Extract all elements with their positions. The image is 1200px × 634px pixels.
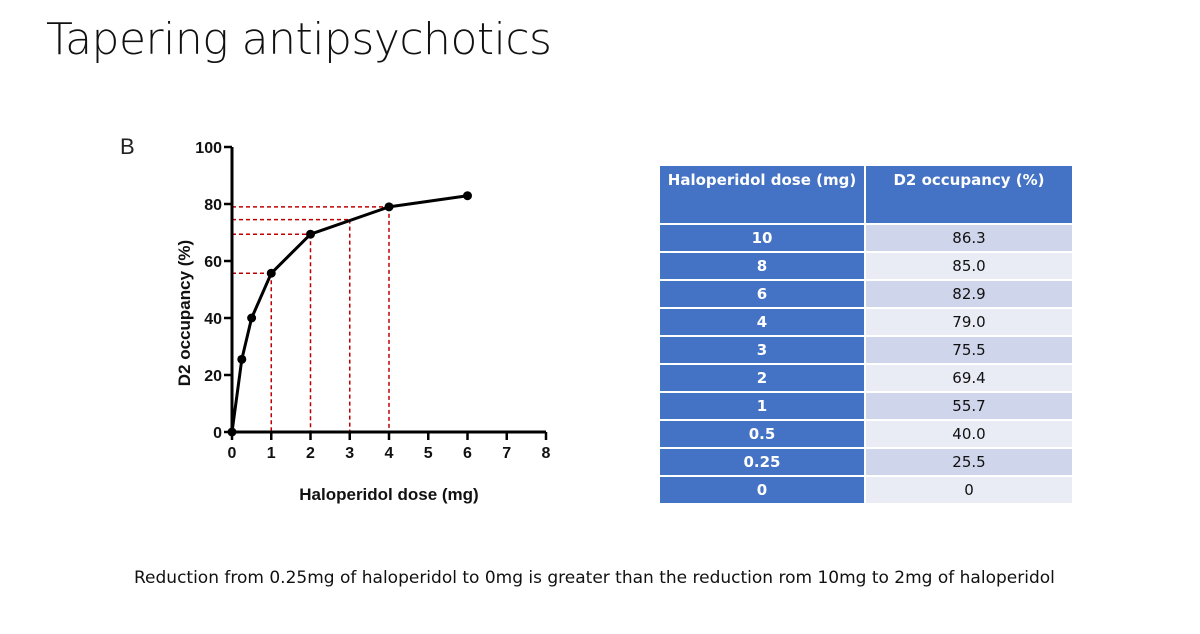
- table-row: 10 86.3: [660, 225, 1072, 251]
- data-point: [463, 191, 472, 201]
- chart-axes: 0 20 40 60 80 100 0 1 2 3 4 5 6 7 8: [195, 140, 550, 462]
- table-row: 4 79.0: [660, 309, 1072, 335]
- dose-cell: 2: [660, 365, 864, 391]
- y-tick-label: 0: [213, 425, 222, 442]
- y-tick-label: 40: [204, 311, 222, 328]
- table-row: 2 69.4: [660, 365, 1072, 391]
- occupancy-cell: 79.0: [866, 309, 1072, 335]
- occupancy-cell: 86.3: [866, 225, 1072, 251]
- table-row: 1 55.7: [660, 393, 1072, 419]
- occupancy-cell: 55.7: [866, 393, 1072, 419]
- y-tick-label: 20: [204, 368, 222, 385]
- data-points: [227, 191, 472, 437]
- y-axis-label: D2 occupancy (%): [175, 240, 194, 386]
- dose-cell: 8: [660, 253, 864, 279]
- slide-title: Tapering antipsychotics: [46, 14, 552, 65]
- header-dose: Haloperidol dose (mg): [660, 166, 864, 223]
- occupancy-cell: 69.4: [866, 365, 1072, 391]
- x-axis-label: Haloperidol dose (mg): [299, 485, 478, 504]
- x-tick-label: 1: [267, 445, 276, 462]
- header-occupancy: D2 occupancy (%): [866, 166, 1072, 223]
- dose-cell: 0.5: [660, 421, 864, 447]
- x-tick-label: 0: [228, 445, 237, 462]
- table-row: 0.25 25.5: [660, 449, 1072, 475]
- dose-cell: 3: [660, 337, 864, 363]
- table-row: 6 82.9: [660, 281, 1072, 307]
- dose-cell: 1: [660, 393, 864, 419]
- occupancy-cell: 75.5: [866, 337, 1072, 363]
- x-tick-label: 8: [542, 445, 551, 462]
- occupancy-table: Haloperidol dose (mg) D2 occupancy (%) 1…: [658, 164, 1074, 505]
- occupancy-cell: 0: [866, 477, 1072, 503]
- y-tick-label: 60: [204, 254, 222, 271]
- data-point: [247, 313, 257, 323]
- occupancy-cell: 40.0: [866, 421, 1072, 447]
- x-tick-label: 5: [424, 445, 433, 462]
- table-header-row: Haloperidol dose (mg) D2 occupancy (%): [660, 166, 1072, 223]
- dose-cell: 10: [660, 225, 864, 251]
- occupancy-cell: 85.0: [866, 253, 1072, 279]
- x-tick-label: 4: [385, 445, 394, 462]
- data-point: [237, 354, 247, 364]
- dose-cell: 6: [660, 281, 864, 307]
- x-tick-label: 3: [345, 445, 354, 462]
- x-tick-label: 2: [306, 445, 315, 462]
- y-tick-label: 100: [195, 140, 222, 157]
- data-point: [384, 202, 394, 212]
- dose-cell: 0: [660, 477, 864, 503]
- dose-cell: 0.25: [660, 449, 864, 475]
- dose-cell: 4: [660, 309, 864, 335]
- data-point: [227, 427, 237, 437]
- occupancy-cell: 82.9: [866, 281, 1072, 307]
- data-point: [266, 268, 276, 278]
- table-row: 3 75.5: [660, 337, 1072, 363]
- x-tick-label: 6: [463, 445, 472, 462]
- footnote-text: Reduction from 0.25mg of haloperidol to …: [134, 568, 1055, 588]
- data-point: [306, 229, 315, 239]
- reference-lines: [232, 206, 390, 432]
- panel-label: B: [120, 134, 135, 159]
- x-tick-label: 7: [502, 445, 511, 462]
- table-row: 0.5 40.0: [660, 421, 1072, 447]
- table-row: 8 85.0: [660, 253, 1072, 279]
- occupancy-cell: 25.5: [866, 449, 1072, 475]
- occupancy-chart: B 0 20 40 60 80 100 0 1 2 3 4 5 6 7 8 Haloperidol dose…: [120, 134, 551, 504]
- y-tick-label: 80: [204, 197, 222, 214]
